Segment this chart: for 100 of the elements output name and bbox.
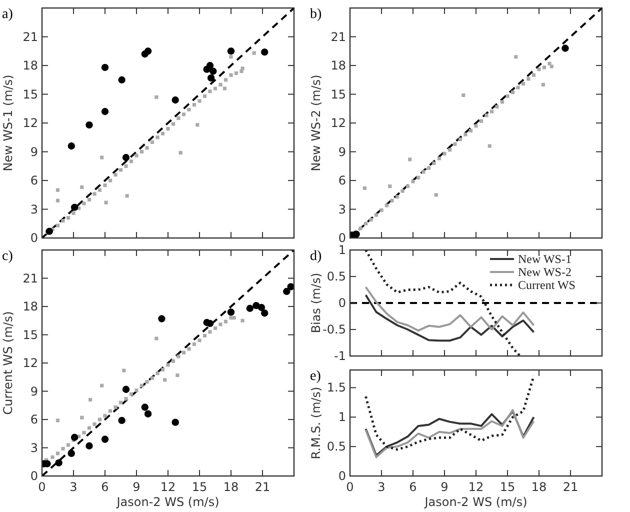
y-tick-label: 0 <box>338 469 346 483</box>
point <box>80 416 84 420</box>
point <box>154 336 158 340</box>
point <box>129 160 134 164</box>
point <box>426 166 431 170</box>
point <box>218 82 222 86</box>
point <box>202 334 207 338</box>
point <box>240 69 244 74</box>
point <box>100 156 104 160</box>
point <box>432 161 436 166</box>
x-axis-title: Jason-2 WS (m/s) <box>116 495 220 509</box>
point <box>56 198 60 202</box>
chart-title: e) <box>310 369 322 384</box>
point <box>122 154 130 162</box>
point <box>406 184 410 188</box>
point <box>510 90 515 94</box>
point <box>369 218 373 222</box>
point <box>134 388 138 392</box>
point <box>154 95 158 99</box>
point <box>434 193 438 197</box>
point <box>411 180 415 184</box>
point <box>88 398 92 402</box>
point <box>224 320 228 324</box>
point <box>124 164 128 168</box>
point <box>464 132 468 136</box>
point <box>229 55 233 59</box>
point <box>283 288 290 296</box>
point <box>86 442 93 450</box>
y-tick-label: 3 <box>338 202 346 216</box>
point <box>141 404 148 411</box>
point <box>234 71 238 75</box>
y-axis-title: Bias (m/s) <box>309 272 323 334</box>
point <box>134 154 138 158</box>
point <box>98 418 102 422</box>
point <box>227 48 235 55</box>
point <box>46 228 53 235</box>
point <box>187 108 191 112</box>
point <box>108 409 112 413</box>
point <box>160 368 165 372</box>
point <box>246 304 254 312</box>
point <box>144 410 152 418</box>
y-tick-label: 15 <box>22 87 38 102</box>
point <box>442 152 446 156</box>
point <box>526 77 530 81</box>
point <box>124 396 128 401</box>
y-tick-label: 18 <box>22 58 38 72</box>
point <box>66 216 70 220</box>
point <box>87 198 92 202</box>
point <box>125 194 129 198</box>
point <box>118 416 126 424</box>
point <box>202 94 207 98</box>
point <box>208 330 212 334</box>
point <box>390 198 394 202</box>
point <box>192 342 196 346</box>
point <box>129 392 134 396</box>
point <box>364 222 368 226</box>
y-tick-label: 1 <box>338 243 346 257</box>
y-tick-label: 21 <box>22 30 38 44</box>
y-tick-label: 12 <box>22 116 38 130</box>
x-tick-label: 21 <box>254 480 270 494</box>
point <box>521 82 526 86</box>
point <box>150 376 154 380</box>
point <box>92 192 96 196</box>
y-tick-label: 0 <box>338 231 346 245</box>
point <box>182 350 186 354</box>
point <box>229 316 233 320</box>
point <box>224 78 228 82</box>
y-tick-label: -1 <box>334 349 346 363</box>
point <box>118 400 123 404</box>
point <box>87 426 92 430</box>
point <box>56 418 60 422</box>
point <box>562 44 569 52</box>
y-tick-label: 21 <box>330 30 346 44</box>
point <box>163 378 167 382</box>
point <box>56 224 60 228</box>
y-axis-title: New WS-1 (m/s) <box>1 74 15 172</box>
x-tick-label: 12 <box>468 480 484 494</box>
point <box>252 51 256 55</box>
point <box>362 186 366 190</box>
point <box>104 200 108 204</box>
point <box>222 86 226 90</box>
point <box>176 354 180 358</box>
point <box>80 185 84 190</box>
point <box>166 363 170 367</box>
point <box>118 168 123 172</box>
point <box>198 338 202 342</box>
point <box>68 450 75 457</box>
y-tick-label: 0.5 <box>326 440 346 454</box>
point <box>462 93 466 98</box>
chart-title: b) <box>310 7 322 22</box>
point <box>103 414 107 418</box>
point <box>484 114 488 118</box>
point <box>532 73 536 77</box>
x-tick-label: 3 <box>378 480 386 494</box>
point <box>422 170 426 174</box>
point <box>495 104 499 109</box>
point <box>227 308 235 316</box>
y-tick-label: 1.5 <box>326 380 346 395</box>
point <box>70 204 78 211</box>
point <box>50 455 54 459</box>
